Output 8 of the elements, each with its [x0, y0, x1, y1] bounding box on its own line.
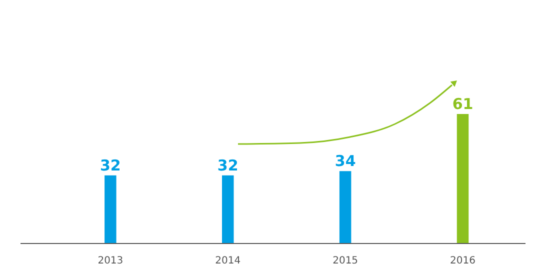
- data-label: 34: [334, 152, 356, 170]
- x-tick-label: 2014: [215, 256, 241, 266]
- data-label: 32: [100, 156, 121, 174]
- data-label: 61: [452, 95, 474, 113]
- x-tick-label: 2016: [450, 256, 476, 266]
- x-tick-label: 2013: [98, 256, 124, 266]
- x-tick-label: 2015: [332, 256, 358, 266]
- data-label: 32: [217, 156, 238, 174]
